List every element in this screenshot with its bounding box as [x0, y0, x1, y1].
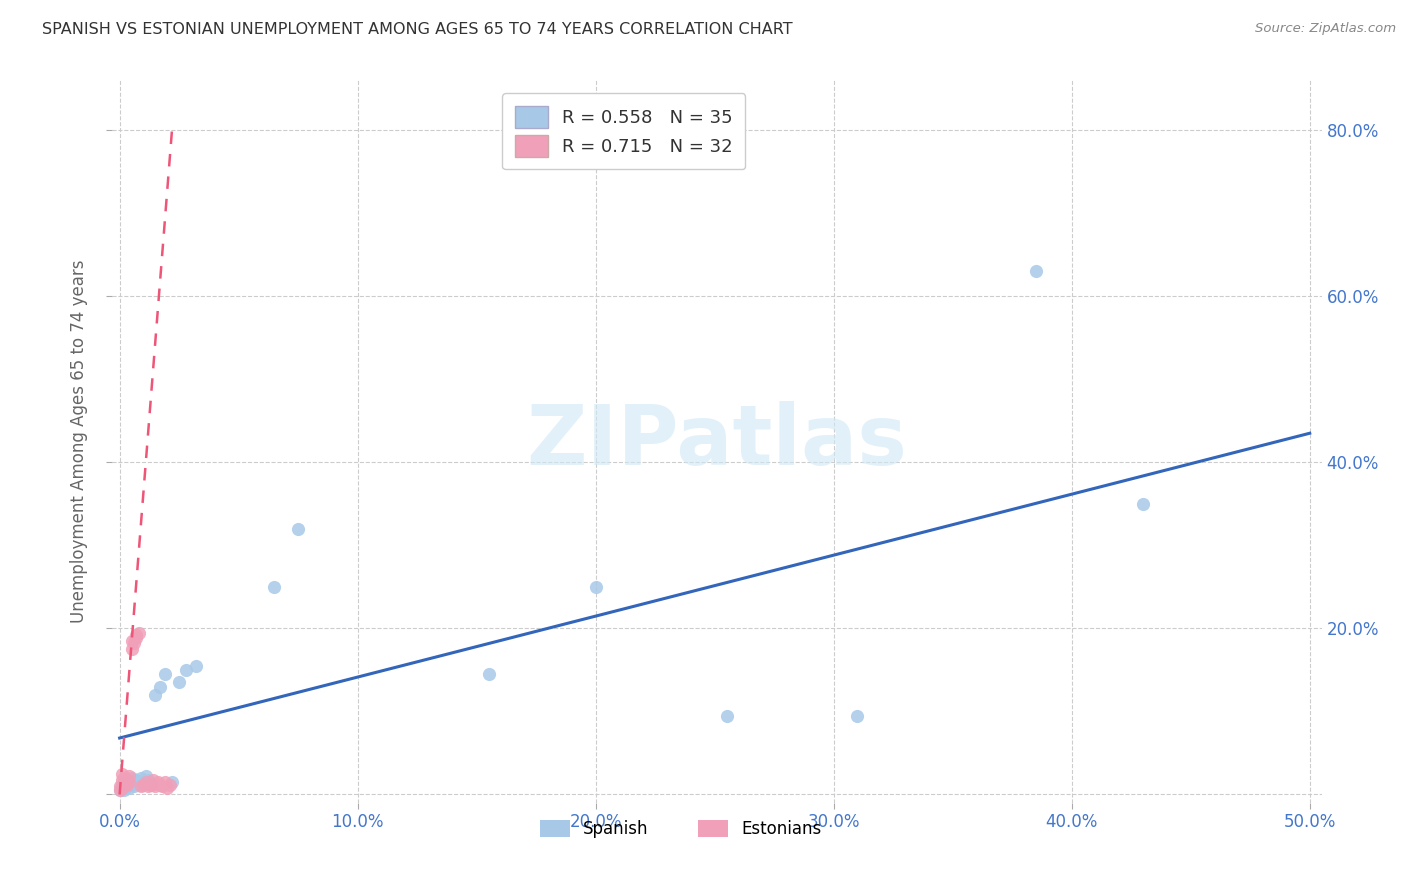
Point [111, 778, 134, 792]
Point [111, 778, 134, 792]
Point [159, 778, 181, 792]
Point [1025, 264, 1047, 278]
Point [125, 772, 148, 787]
Point [139, 778, 162, 792]
Point [135, 775, 157, 789]
Point [118, 780, 141, 795]
Point [121, 778, 143, 792]
Y-axis label: Unemployment Among Ages 65 to 74 years: Unemployment Among Ages 65 to 74 years [70, 260, 89, 624]
Point [149, 680, 172, 694]
Point [139, 778, 162, 792]
Point [112, 782, 135, 797]
Point [115, 778, 138, 792]
Point [129, 771, 152, 785]
Point [477, 667, 499, 681]
Point [585, 580, 607, 594]
Point [143, 688, 166, 702]
Point [111, 766, 134, 780]
Point [716, 708, 738, 723]
Point [174, 663, 197, 677]
Point [136, 772, 159, 787]
Point [125, 632, 148, 646]
Point [136, 779, 159, 793]
Point [121, 633, 143, 648]
Point [135, 769, 157, 783]
Point [115, 772, 138, 787]
Point [118, 776, 141, 790]
Point [122, 775, 145, 789]
Point [156, 780, 179, 795]
Point [153, 667, 176, 681]
Point [142, 772, 165, 787]
Point [143, 779, 166, 793]
Point [115, 772, 138, 787]
Point [112, 771, 135, 785]
Point [1132, 497, 1154, 511]
Point [263, 580, 285, 594]
Point [846, 708, 869, 723]
Point [112, 779, 135, 793]
Legend: Spanish, Estonians: Spanish, Estonians [533, 814, 828, 845]
Point [122, 779, 145, 793]
Point [287, 522, 309, 536]
Point [108, 783, 131, 797]
Point [160, 775, 183, 789]
Point [125, 628, 148, 642]
Point [149, 778, 172, 792]
Point [111, 772, 134, 787]
Point [121, 771, 143, 785]
Point [108, 779, 131, 793]
Point [118, 775, 141, 789]
Point [128, 778, 150, 792]
Point [146, 775, 169, 789]
Point [132, 775, 155, 789]
Point [167, 675, 190, 690]
Point [121, 642, 143, 657]
Text: Source: ZipAtlas.com: Source: ZipAtlas.com [1256, 22, 1396, 36]
Point [129, 779, 152, 793]
Point [111, 780, 134, 795]
Point [184, 658, 207, 673]
Point [152, 779, 174, 793]
Point [112, 775, 135, 789]
Point [128, 625, 150, 640]
Text: SPANISH VS ESTONIAN UNEMPLOYMENT AMONG AGES 65 TO 74 YEARS CORRELATION CHART: SPANISH VS ESTONIAN UNEMPLOYMENT AMONG A… [42, 22, 793, 37]
Point [112, 775, 135, 789]
Point [118, 769, 141, 783]
Point [122, 636, 145, 650]
Point [132, 778, 155, 792]
Point [111, 780, 134, 795]
Point [153, 775, 176, 789]
Point [108, 783, 131, 797]
Point [115, 779, 138, 793]
Text: ZIPatlas: ZIPatlas [527, 401, 907, 482]
